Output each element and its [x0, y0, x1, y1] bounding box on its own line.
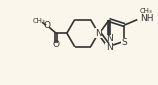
Text: CH₃: CH₃ [140, 8, 153, 14]
Text: NH: NH [140, 14, 154, 23]
Text: O: O [52, 40, 60, 49]
Text: N: N [106, 34, 112, 43]
Text: CH₃: CH₃ [33, 18, 46, 24]
Text: N: N [95, 29, 102, 38]
Text: O: O [44, 21, 51, 30]
Text: N: N [106, 43, 112, 52]
Text: S: S [122, 38, 127, 47]
